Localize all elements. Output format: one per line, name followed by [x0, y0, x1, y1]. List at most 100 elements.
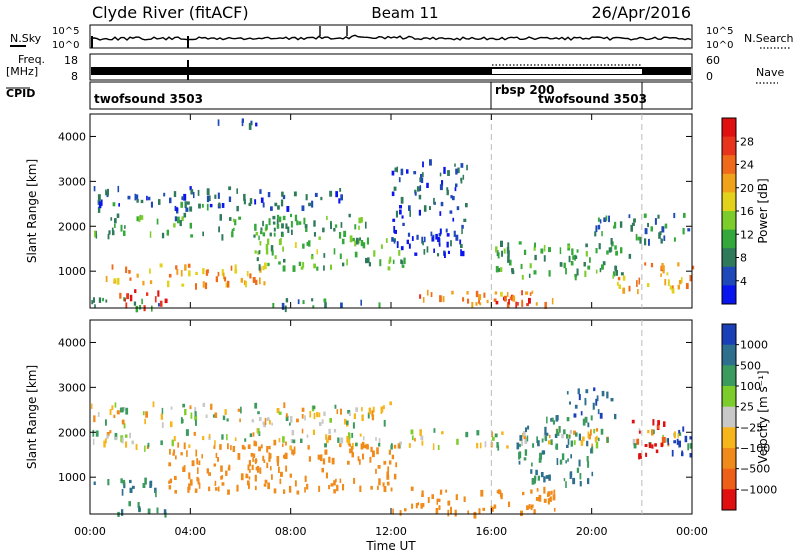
range-cell — [252, 277, 256, 283]
freq-label: Freq. — [18, 53, 45, 66]
range-cell — [109, 430, 112, 434]
range-cell — [433, 248, 435, 253]
range-cell — [620, 272, 624, 276]
range-cell — [184, 264, 187, 271]
range-cell — [479, 302, 482, 306]
range-cell — [683, 212, 686, 218]
range-cell — [258, 264, 261, 271]
range-cell — [429, 206, 431, 210]
range-cell — [173, 449, 176, 454]
range-cell — [567, 458, 569, 462]
range-cell — [142, 483, 146, 488]
range-cell — [116, 410, 120, 415]
range-cell — [124, 298, 126, 302]
range-cell — [181, 216, 184, 221]
range-cell — [454, 163, 456, 167]
range-cell — [441, 180, 444, 186]
range-cell — [476, 442, 479, 449]
range-cell — [602, 261, 606, 266]
colorbar-swatch — [722, 344, 736, 366]
range-cell — [319, 422, 322, 426]
range-cell — [606, 250, 609, 255]
range-cell — [227, 467, 231, 471]
range-cell — [590, 415, 593, 421]
range-cell — [426, 246, 429, 253]
cpid-change-lines — [490, 114, 643, 514]
range-cell — [270, 206, 273, 211]
range-cell — [124, 225, 126, 229]
range-cell — [592, 402, 595, 410]
range-cell — [679, 432, 682, 436]
range-cell — [241, 120, 244, 127]
range-cell — [521, 439, 524, 446]
nsky-tick-top-right: 10^5 — [706, 26, 733, 37]
colorbar-swatch — [722, 266, 736, 286]
range-cell — [267, 482, 270, 490]
range-cell — [324, 449, 328, 455]
range-cell — [230, 265, 233, 271]
range-cell — [445, 228, 448, 233]
range-cell — [608, 247, 612, 253]
range-cell — [149, 481, 152, 488]
range-cell — [556, 432, 560, 436]
range-cell — [465, 431, 469, 438]
colorbar-swatch — [722, 118, 736, 138]
range-cell — [421, 236, 423, 244]
range-cell — [107, 479, 110, 486]
colorbar-swatch — [722, 192, 736, 212]
range-cell — [446, 189, 449, 196]
range-cell — [291, 430, 295, 436]
range-cell — [400, 196, 404, 204]
range-cell — [632, 438, 636, 446]
range-cell — [236, 188, 238, 194]
range-cell — [547, 491, 551, 497]
range-cell — [579, 473, 582, 480]
range-cell — [254, 459, 258, 463]
range-cell — [584, 270, 587, 277]
range-cell — [322, 227, 325, 233]
range-cell — [213, 445, 216, 449]
colorbar-tick-label: 8 — [740, 252, 747, 265]
range-cell — [111, 405, 114, 410]
range-cell — [182, 403, 185, 408]
range-cell — [170, 406, 173, 410]
range-cell — [556, 429, 558, 435]
range-cell — [395, 462, 398, 468]
range-cell — [218, 226, 220, 233]
range-cell — [385, 238, 388, 243]
range-cell — [450, 240, 452, 247]
range-cell — [266, 446, 269, 453]
range-cell — [234, 264, 237, 270]
range-cell — [321, 419, 324, 424]
range-cell — [660, 273, 662, 277]
range-cell — [371, 414, 374, 421]
range-cell — [111, 264, 114, 270]
range-cell — [237, 408, 241, 412]
range-cell — [347, 410, 351, 414]
range-cell — [248, 460, 251, 467]
range-cell — [273, 439, 277, 446]
range-cell — [599, 268, 602, 273]
range-cell — [566, 444, 569, 448]
range-cell — [230, 445, 232, 451]
range-cell — [396, 241, 399, 248]
range-cell — [95, 230, 97, 238]
range-cell — [389, 401, 392, 406]
range-cell — [439, 184, 443, 191]
range-cell — [494, 433, 498, 438]
range-cell — [647, 429, 650, 434]
range-cell — [383, 486, 387, 492]
range-cell — [272, 303, 275, 308]
range-cell — [208, 472, 211, 476]
range-cell — [264, 418, 267, 425]
range-cell — [180, 201, 183, 208]
range-cell — [496, 490, 499, 494]
range-cell — [217, 486, 220, 492]
range-cell — [254, 485, 257, 491]
range-cell — [282, 443, 284, 448]
range-cell — [466, 291, 469, 295]
range-cell — [400, 168, 404, 176]
range-cell — [608, 215, 610, 223]
range-cell — [123, 482, 126, 489]
range-cell — [673, 440, 676, 444]
